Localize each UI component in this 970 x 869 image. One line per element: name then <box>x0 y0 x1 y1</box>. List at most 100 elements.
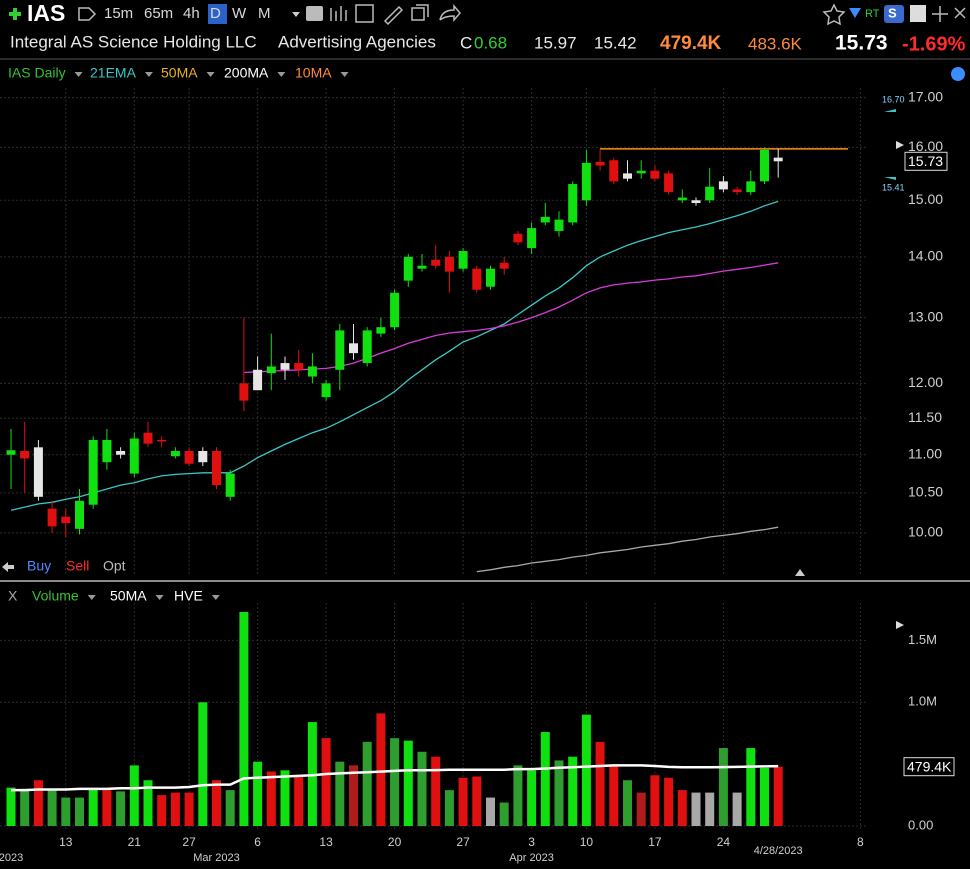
candle-body <box>75 500 84 529</box>
symbol[interactable]: IAS <box>27 0 65 26</box>
volume-bar <box>609 765 619 826</box>
move-icon[interactable] <box>932 6 948 22</box>
volume-bar <box>458 777 468 826</box>
volume-bar <box>403 740 413 826</box>
volume-bar <box>349 765 358 826</box>
dropdown-arrow[interactable] <box>211 595 220 600</box>
price-tag <box>904 151 948 171</box>
dropdown-arrow[interactable] <box>87 595 96 600</box>
close-pane[interactable]: X <box>8 588 18 604</box>
tv-icon[interactable] <box>306 6 323 21</box>
timeframe-button[interactable]: 4h <box>183 5 200 22</box>
company-name: Integral AS Science Holding LLC <box>10 32 257 51</box>
volume-bar <box>20 788 30 826</box>
candle-body <box>362 330 372 364</box>
volume-bar <box>225 790 235 826</box>
s-badge[interactable]: S <box>888 5 897 20</box>
copy-icon[interactable] <box>411 4 429 21</box>
change: 0.68 <box>474 33 507 52</box>
sell-button[interactable]: Sell <box>66 558 89 574</box>
candle-body <box>431 259 441 266</box>
y-tick-label: 12.00 <box>908 374 943 390</box>
buy-button[interactable]: Buy <box>27 558 51 574</box>
day-low: 15.42 <box>594 33 637 52</box>
hve-legend[interactable]: HVE <box>174 588 203 604</box>
dropdown-arrow[interactable] <box>74 72 83 77</box>
share-icon[interactable] <box>439 3 461 23</box>
dropdown-arrow[interactable] <box>206 72 215 77</box>
settings-icon[interactable] <box>951 67 965 81</box>
collapse-icon[interactable] <box>2 562 14 572</box>
candle-body <box>239 383 249 401</box>
volume-tag <box>903 757 955 777</box>
candle-body <box>472 268 482 290</box>
volume-bar <box>417 751 427 826</box>
dropdown-arrow[interactable] <box>144 72 153 77</box>
candle-body <box>691 200 701 204</box>
candle-body <box>20 451 30 459</box>
star-icon[interactable] <box>822 3 846 26</box>
volume-bar <box>540 731 550 826</box>
y-tick-label: 14.00 <box>908 248 943 264</box>
dropdown-icon[interactable] <box>292 12 300 17</box>
y-tick-label: 1.5M <box>908 632 937 647</box>
timeframe-button[interactable]: W <box>232 5 247 22</box>
dropdown-arrow[interactable] <box>155 595 164 600</box>
candle-body <box>623 173 632 179</box>
ma-line <box>243 262 779 374</box>
legend-item[interactable]: 21EMA <box>90 65 137 81</box>
scroll-marker[interactable] <box>795 569 805 576</box>
pencil-icon[interactable] <box>383 5 404 26</box>
band-label: 16.70 <box>882 94 905 104</box>
save-icon[interactable] <box>910 5 926 22</box>
candle-body <box>61 516 71 524</box>
bars-icon[interactable] <box>330 6 347 21</box>
toolbar: IAS RT S <box>9 0 966 26</box>
y-tick-label: 11.00 <box>908 445 942 461</box>
volume-bar <box>75 797 84 826</box>
candle-body <box>636 170 646 174</box>
volume-legend[interactable]: Volume <box>32 588 79 604</box>
dropdown-arrow[interactable] <box>277 72 286 77</box>
timeframe-button[interactable]: M <box>258 5 271 22</box>
band-markers <box>884 109 896 180</box>
candle-body <box>664 173 674 193</box>
legend-item[interactable]: 200MA <box>224 65 269 81</box>
legend-item[interactable]: 10MA <box>295 65 332 81</box>
calc-icon[interactable] <box>355 4 374 23</box>
volume-bar <box>253 761 263 826</box>
volume: 479.4K <box>660 33 722 54</box>
timeframe-button[interactable]: D <box>210 5 221 22</box>
candle-body <box>568 184 578 223</box>
dropdown-arrow[interactable] <box>340 72 349 77</box>
volume-bar <box>568 756 578 826</box>
volume-ma-legend[interactable]: 50MA <box>110 588 147 604</box>
volume-bar <box>554 760 564 826</box>
legend-item[interactable]: IAS Daily <box>8 65 66 81</box>
x-tick-label: 6 <box>254 835 261 849</box>
timeframe-button[interactable]: 15m <box>104 5 133 22</box>
options-button[interactable]: Opt <box>103 558 126 574</box>
volume-bar <box>88 788 98 826</box>
x-period-label: 4/28/2023 <box>754 845 803 857</box>
rt-badge[interactable]: RT <box>865 8 880 20</box>
legend-item[interactable]: 50MA <box>161 65 198 81</box>
filter-icon[interactable] <box>849 8 861 18</box>
volume-bar <box>184 792 194 826</box>
day-high: 15.97 <box>534 33 577 52</box>
volume-bar <box>444 790 454 826</box>
timeframe-button[interactable]: 65m <box>144 5 173 22</box>
candle-body <box>294 363 304 370</box>
symbol-icon[interactable] <box>78 7 97 21</box>
close-icon[interactable] <box>954 7 966 19</box>
y-tick-label: 13.00 <box>908 308 943 324</box>
volume-bar <box>431 756 441 826</box>
candle-body <box>677 197 687 201</box>
candle-body <box>116 451 126 455</box>
candle-body <box>732 189 742 193</box>
add-icon[interactable] <box>9 8 21 20</box>
candle-body <box>170 451 180 457</box>
s-badge-bg[interactable] <box>884 5 904 23</box>
volume-bar <box>760 767 769 826</box>
candle-body <box>458 251 468 269</box>
